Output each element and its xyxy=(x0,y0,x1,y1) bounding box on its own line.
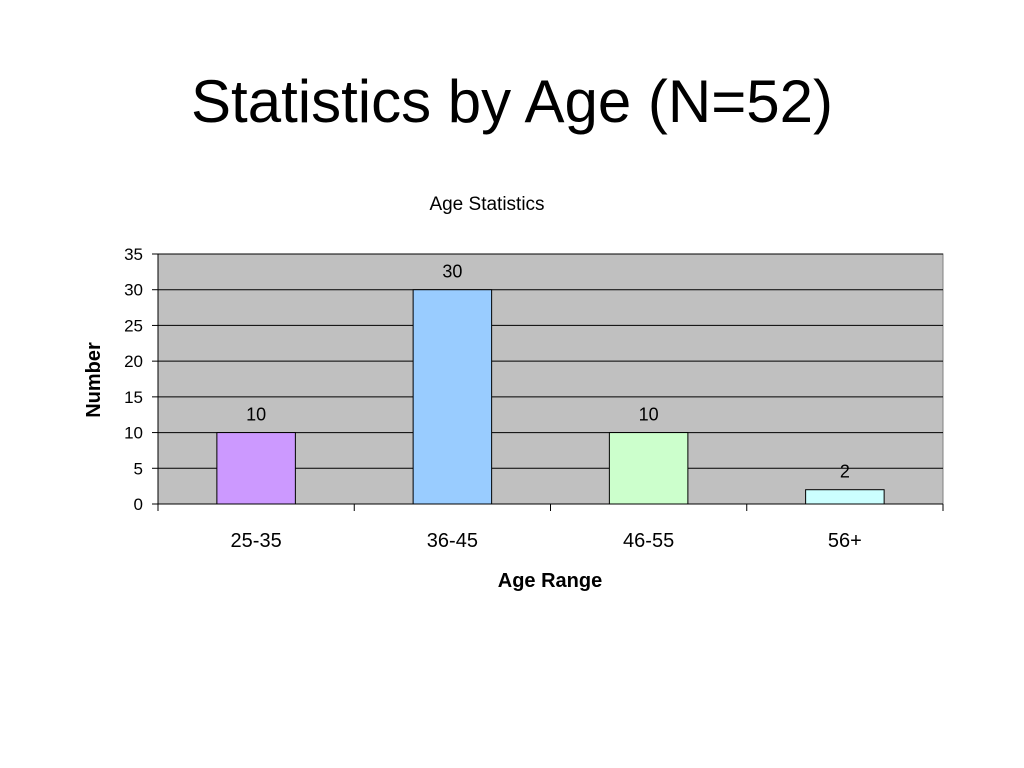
chart-title: Age Statistics xyxy=(429,194,544,215)
bar-36-45 xyxy=(412,289,493,505)
x-tick-label: 25-35 xyxy=(231,530,282,552)
y-tick-label: 30 xyxy=(124,281,143,300)
bar-46-55 xyxy=(608,432,689,505)
y-tick-label: 0 xyxy=(134,495,143,514)
x-axis-title: Age Range xyxy=(498,570,602,592)
y-tick-label: 15 xyxy=(124,388,143,407)
x-tick-label: 56+ xyxy=(828,530,862,552)
y-axis-ticks: 0 5 10 15 20 25 30 35 xyxy=(124,245,158,514)
x-tick-label: 36-45 xyxy=(427,530,478,552)
x-tick-label: 46-55 xyxy=(623,530,674,552)
bar-25-35 xyxy=(216,432,296,505)
y-tick-label: 25 xyxy=(124,316,143,335)
y-tick-label: 35 xyxy=(124,245,143,264)
data-label: 30 xyxy=(442,262,462,282)
data-label: 2 xyxy=(840,462,850,482)
y-tick-label: 20 xyxy=(124,352,143,371)
y-axis-title: Number xyxy=(83,342,105,418)
data-label: 10 xyxy=(246,405,266,425)
data-labels: 10 30 10 2 xyxy=(246,262,850,482)
y-tick-label: 5 xyxy=(134,459,143,478)
bar-56+ xyxy=(805,489,885,505)
y-tick-label: 10 xyxy=(124,424,143,443)
slide-title: Statistics by Age (N=52) xyxy=(191,68,833,135)
data-label: 10 xyxy=(639,405,659,425)
x-axis-ticks: 25-35 36-45 46-55 56+ xyxy=(157,504,944,552)
